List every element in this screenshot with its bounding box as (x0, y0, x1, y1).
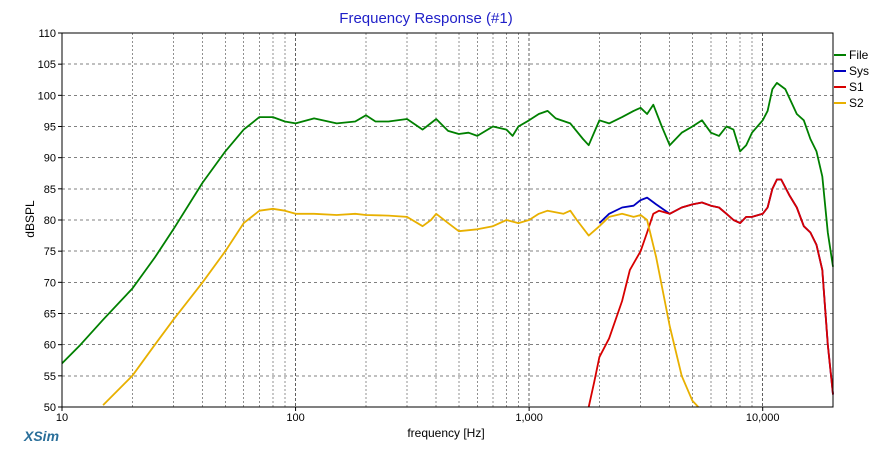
legend: File Sys S1 S2 (834, 48, 869, 110)
chart-title: Frequency Response (#1) (339, 10, 512, 27)
series-line-s1 (587, 178, 834, 408)
legend-label-s2: S2 (849, 96, 864, 110)
y-tick-label: 70 (44, 277, 56, 289)
y-tick-label: 50 (44, 402, 56, 414)
y-tick-label: 90 (44, 153, 56, 165)
legend-label-file: File (849, 48, 869, 62)
y-tick-label: 110 (38, 28, 56, 40)
series-line-file (61, 82, 834, 365)
x-tick-label: 10 (56, 412, 68, 424)
y-tick-label: 60 (44, 340, 56, 352)
y-tick-label: 80 (44, 215, 56, 227)
y-tick-label: 100 (38, 90, 56, 102)
x-tick-label: 1,000 (515, 412, 543, 424)
series-line-s2 (102, 207, 699, 408)
y-tick-label: 85 (44, 184, 56, 196)
x-tick-label: 100 (286, 412, 304, 424)
y-tick-label: 55 (44, 371, 56, 383)
y-tick-label: 95 (44, 122, 56, 134)
y-axis-label: dBSPL (23, 200, 37, 238)
y-tick-label: 75 (44, 246, 56, 258)
y-tick-label: 105 (38, 59, 56, 71)
xsim-logo: XSim (24, 428, 60, 444)
x-axis-label: frequency [Hz] (407, 426, 484, 440)
legend-label-s1: S1 (849, 80, 864, 94)
y-tick-label: 65 (44, 309, 56, 321)
x-tick-label: 10,000 (746, 412, 780, 424)
legend-label-sys: Sys (849, 64, 869, 78)
